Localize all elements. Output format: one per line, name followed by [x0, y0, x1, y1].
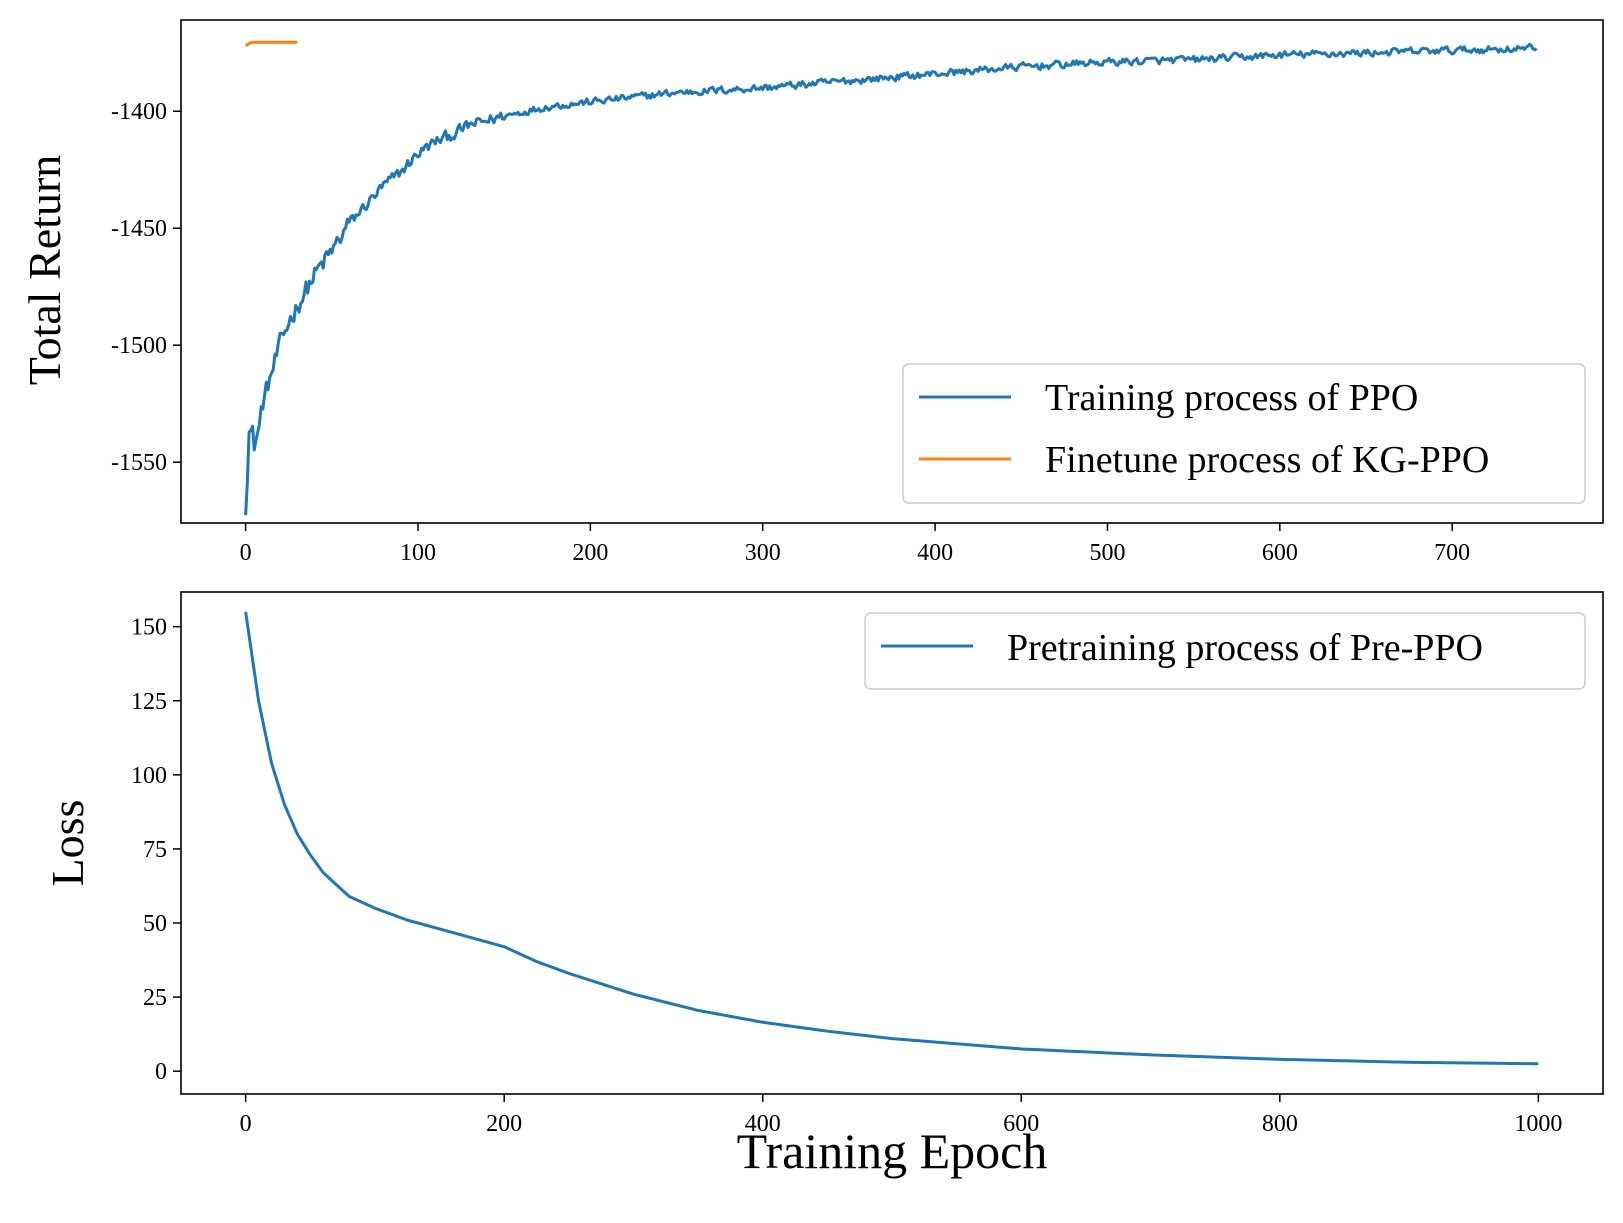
bottom-y-tick-label: 100 — [131, 763, 167, 789]
top-y-tick-label: -1400 — [111, 99, 167, 125]
top-legend: Training process of PPO Finetune process… — [902, 363, 1586, 504]
top-y-tick-label: -1450 — [111, 216, 167, 242]
top-x-tick-label: 700 — [1434, 540, 1470, 566]
bottom-legend-label: Pretraining process of Pre-PPO — [1007, 627, 1483, 669]
top-series-line-2 — [244, 40, 298, 47]
bottom-x-tick-label: 400 — [745, 1111, 781, 1137]
bottom-x-tick-label: 1000 — [1514, 1111, 1562, 1137]
top-x-tick-label: 100 — [400, 540, 436, 566]
bottom-x-ticks: 0 200 400 600 800 1000 — [240, 1094, 1562, 1137]
bottom-y-tick-label: 0 — [155, 1059, 167, 1085]
bottom-x-tick-label: 800 — [1262, 1111, 1298, 1137]
top-axes-frame — [180, 19, 1604, 524]
top-x-tick-label: 500 — [1089, 540, 1125, 566]
top-x-tick-label: 600 — [1262, 540, 1298, 566]
top-x-tick-label: 200 — [572, 540, 608, 566]
top-legend-box — [902, 363, 1586, 504]
bottom-x-axis-title: Training Epoch — [737, 1123, 1048, 1179]
bottom-y-axis-title: Loss — [42, 800, 93, 887]
bottom-x-tick-label: 0 — [240, 1111, 252, 1137]
top-series — [244, 40, 1538, 516]
bottom-y-tick-label: 125 — [131, 689, 167, 715]
bottom-x-tick-label: 600 — [1003, 1111, 1039, 1137]
bottom-x-tick-label: 200 — [486, 1111, 522, 1137]
top-legend-label-ppo: Training process of PPO — [1045, 377, 1418, 419]
bottom-legend-box — [864, 612, 1586, 690]
top-x-tick-label: 400 — [917, 540, 953, 566]
top-y-axis-title: Total Return — [19, 155, 70, 386]
top-x-ticks: 0 100 200 300 400 500 600 700 — [240, 523, 1470, 566]
top-x-tick-label: 300 — [745, 540, 781, 566]
bottom-series — [244, 611, 1539, 1066]
top-y-tick-label: -1500 — [111, 333, 167, 359]
top-x-tick-label: 0 — [240, 540, 252, 566]
bottom-y-tick-label: 75 — [143, 837, 167, 863]
bottom-y-tick-label: 150 — [131, 615, 167, 641]
top-y-ticks: -1550 -1500 -1450 -1400 — [111, 99, 181, 476]
top-series-line-1 — [244, 42, 1538, 516]
bottom-series-line-1 — [244, 611, 1539, 1066]
top-legend-label-kgppo: Finetune process of KG-PPO — [1045, 439, 1489, 481]
bottom-y-tick-label: 50 — [143, 911, 167, 937]
bottom-y-ticks: 0 25 50 75 100 125 150 — [131, 615, 181, 1085]
bottom-axes-frame — [180, 591, 1604, 1095]
bottom-legend: Pretraining process of Pre-PPO — [864, 612, 1586, 690]
top-y-tick-label: -1550 — [111, 450, 167, 476]
bottom-y-tick-label: 25 — [143, 985, 167, 1011]
chart-top: 0 100 200 300 400 500 600 700 -1550-1500-1450-1… — [19, 19, 1604, 566]
